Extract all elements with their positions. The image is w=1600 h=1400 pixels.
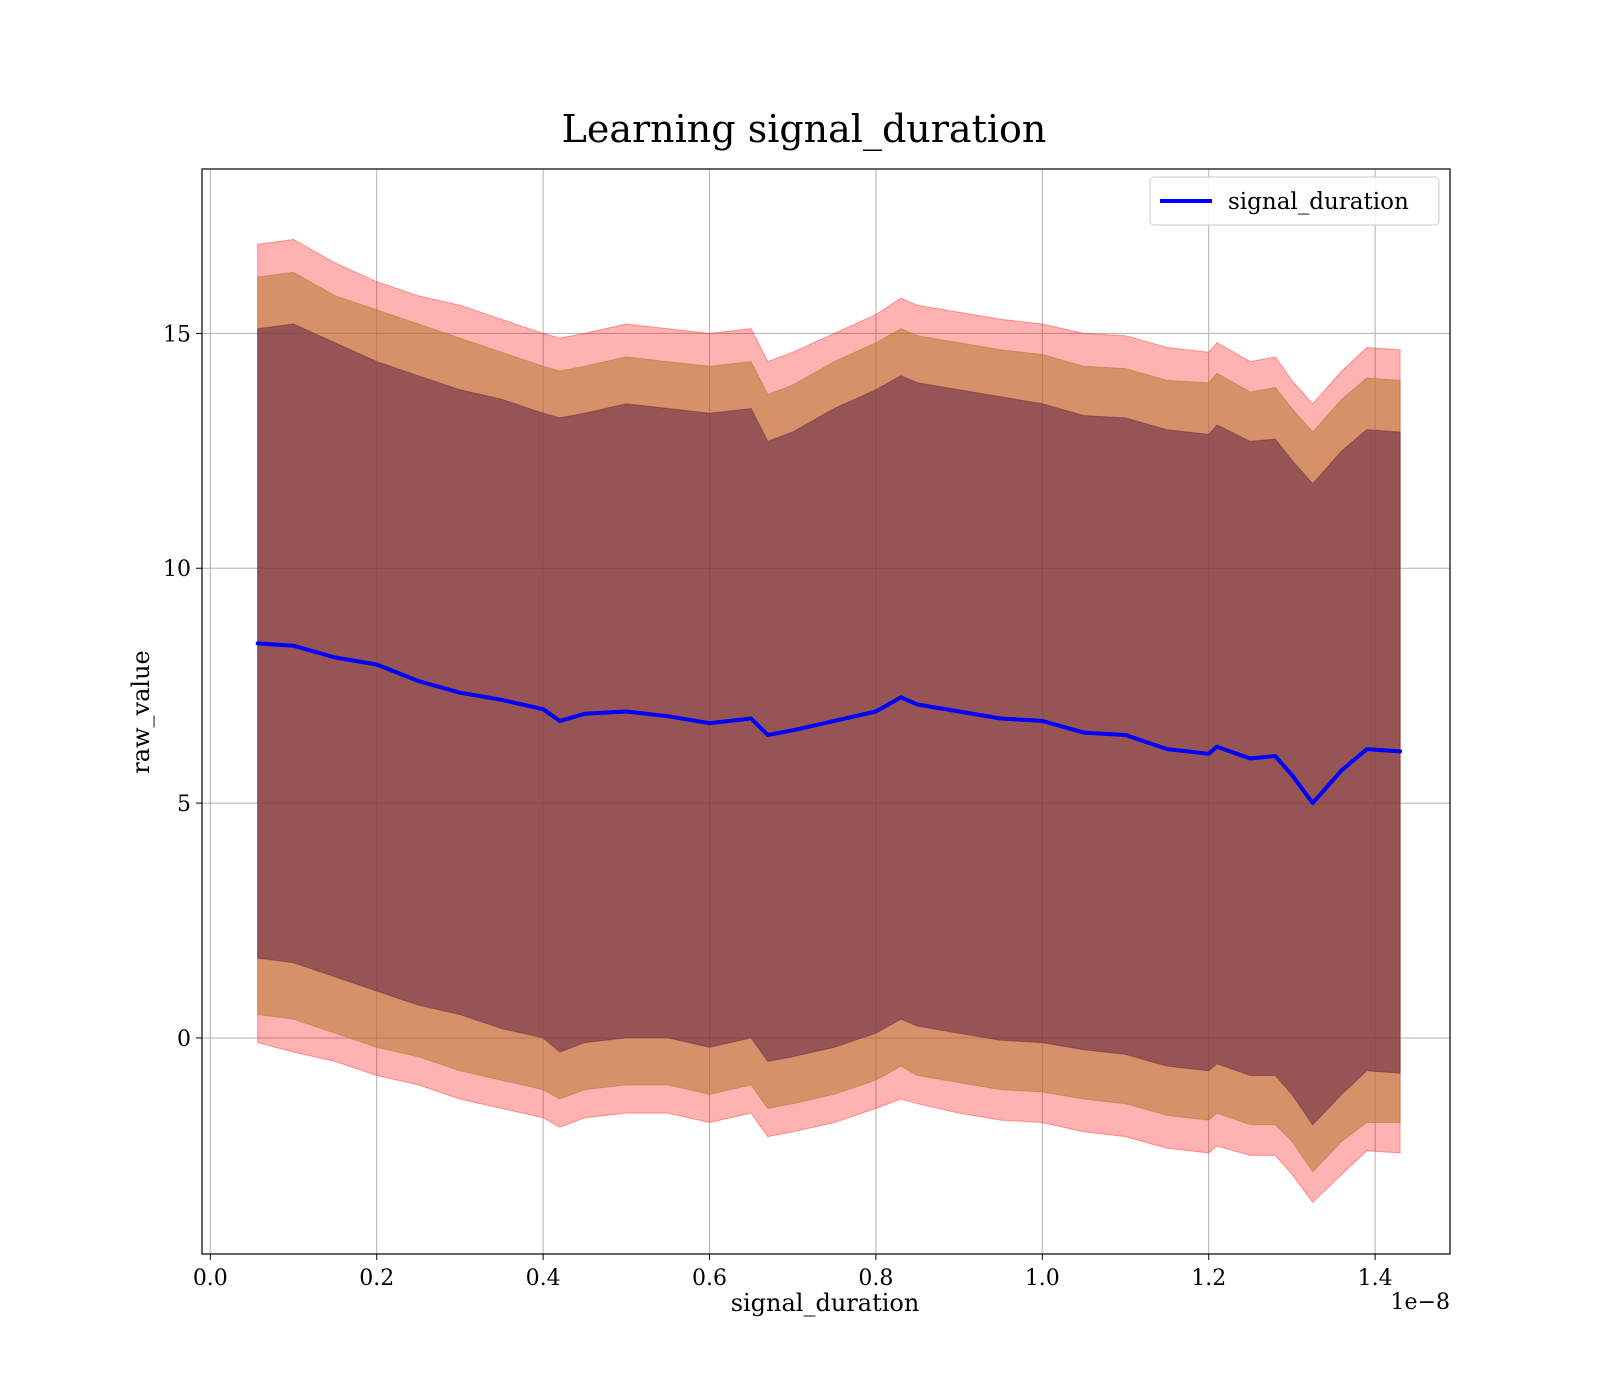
legend: signal_duration bbox=[1149, 176, 1440, 226]
y-tick-label: 0 bbox=[177, 1027, 191, 1052]
plot-frame bbox=[201, 168, 1451, 1255]
x-tick-label: 0.2 bbox=[359, 1266, 394, 1291]
legend-entry-signal-duration: signal_duration bbox=[1228, 189, 1409, 215]
x-tick-label: 1.4 bbox=[1358, 1266, 1393, 1291]
y-axis-ticks: 0 5 10 15 bbox=[163, 322, 202, 1052]
legend-box bbox=[1149, 176, 1440, 226]
y-axis-label: raw_value bbox=[127, 650, 155, 774]
x-axis-offset-label: 1e−8 bbox=[1391, 1290, 1450, 1315]
x-axis-label: signal_duration bbox=[731, 1289, 920, 1317]
x-tick-label: 0.6 bbox=[692, 1266, 727, 1291]
x-tick-label: 1.0 bbox=[1025, 1266, 1060, 1291]
y-tick-label: 15 bbox=[163, 322, 191, 347]
series-lines bbox=[255, 641, 1403, 806]
chart-title: Learning signal_duration bbox=[562, 107, 1047, 152]
y-tick-label: 5 bbox=[177, 792, 191, 817]
x-tick-label: 0.0 bbox=[193, 1266, 228, 1291]
x-tick-label: 1.2 bbox=[1191, 1266, 1226, 1291]
x-tick-label: 0.8 bbox=[858, 1266, 893, 1291]
y-tick-label: 10 bbox=[163, 557, 191, 582]
x-axis-ticks: 0.0 0.2 0.4 0.6 0.8 1.0 1.2 1.4 bbox=[193, 1254, 1393, 1291]
band-inner bbox=[257, 323, 1401, 1126]
series-line-signal-duration bbox=[255, 641, 1403, 806]
x-tick-label: 0.4 bbox=[526, 1266, 561, 1291]
